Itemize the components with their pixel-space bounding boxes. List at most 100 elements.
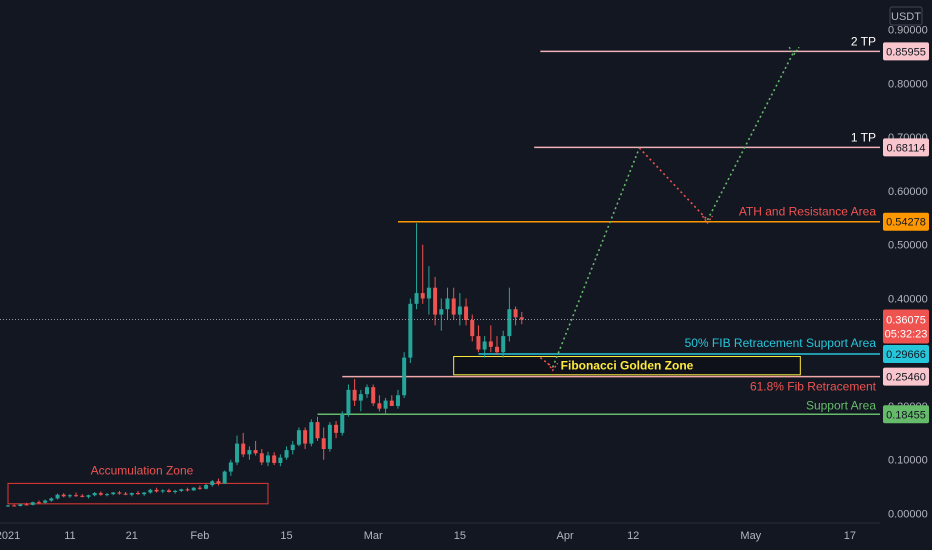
candle — [228, 459, 233, 476]
y-tick-label: 0.40000 — [888, 293, 928, 305]
candle — [135, 490, 140, 495]
level-annotation: 1 TP — [851, 130, 876, 144]
level-annotation: 2 TP — [851, 34, 876, 48]
y-tick-label: 0.90000 — [888, 25, 928, 37]
candle — [358, 389, 363, 412]
x-tick-label: Apr — [557, 530, 574, 542]
candle — [352, 379, 357, 406]
candle — [241, 432, 246, 458]
price-badge: 0.25460 — [883, 367, 929, 386]
candle — [309, 419, 314, 447]
candle — [290, 440, 295, 455]
svg-text:05:32:23: 05:32:23 — [885, 329, 928, 341]
candle — [383, 397, 388, 415]
candle — [204, 483, 209, 490]
projection-segment — [551, 147, 641, 368]
candle — [265, 451, 270, 467]
candle — [222, 470, 227, 484]
svg-text:0.85955: 0.85955 — [886, 46, 926, 58]
x-tick-label: May — [740, 530, 761, 542]
candle — [148, 488, 153, 494]
candle — [154, 487, 159, 493]
candle — [173, 489, 178, 494]
candle — [420, 244, 425, 304]
candle — [303, 427, 308, 449]
time-axis[interactable]: 2021 11 21 Feb 15 Mar 15 Apr 12 May 17 — [0, 522, 880, 542]
level-annotation: ATH and Resistance Area — [739, 205, 877, 219]
candle — [501, 330, 506, 358]
candle — [327, 422, 332, 452]
candle — [296, 427, 301, 447]
x-tick-label: 15 — [454, 530, 466, 542]
projection-arrowhead — [547, 362, 559, 372]
candle — [117, 490, 122, 495]
golden-zone-box — [453, 356, 801, 376]
candle — [495, 336, 500, 355]
projection-arrowhead — [701, 215, 714, 225]
candle — [389, 395, 394, 406]
candle — [519, 311, 524, 325]
price-badge: 0.85955 — [883, 42, 929, 61]
levels-layer — [317, 50, 880, 416]
candle — [179, 488, 184, 492]
x-tick-label: 2021 — [0, 530, 20, 542]
x-tick-label: 11 — [64, 530, 75, 542]
candle — [445, 287, 450, 320]
candle — [185, 487, 190, 492]
svg-text:0.36075: 0.36075 — [886, 315, 926, 327]
candle — [464, 298, 469, 326]
y-tick-label: 0.60000 — [888, 186, 928, 198]
candle — [488, 325, 493, 353]
candle — [321, 427, 326, 460]
candle — [67, 494, 72, 498]
candle — [278, 454, 283, 467]
candle — [470, 314, 475, 342]
candle — [24, 502, 29, 506]
price-badge: 0.54278 — [883, 212, 929, 231]
candle — [129, 492, 134, 497]
candle — [253, 440, 258, 456]
candle — [49, 497, 54, 502]
candle — [105, 493, 110, 497]
candle — [235, 435, 240, 466]
candle — [210, 480, 215, 487]
candle — [395, 389, 400, 409]
candles-layer — [6, 223, 524, 508]
candle — [371, 384, 376, 406]
projection-segment — [638, 147, 709, 221]
candle — [55, 493, 60, 500]
candle — [80, 494, 85, 498]
svg-text:0.68114: 0.68114 — [887, 142, 926, 154]
candle — [98, 491, 103, 496]
candle — [247, 446, 252, 460]
level-annotation: Support Area — [806, 398, 876, 412]
candle — [365, 384, 370, 398]
candle — [513, 306, 518, 326]
candle — [377, 395, 382, 412]
x-tick-label: Mar — [364, 530, 383, 542]
candle — [414, 223, 419, 310]
candle — [166, 488, 171, 493]
y-tick-label: 0.00000 — [888, 509, 928, 521]
candle — [284, 446, 289, 460]
current-price-badge: 0.36075 05:32:23 — [883, 309, 929, 344]
candle — [6, 504, 10, 508]
svg-text:0.29666: 0.29666 — [886, 349, 926, 361]
candle — [142, 491, 147, 496]
candle — [61, 493, 66, 498]
candle — [216, 478, 221, 486]
candle — [426, 266, 431, 315]
price-axis[interactable]: 0.900000.800000.700000.600000.500000.400… — [880, 0, 932, 523]
currency-badge[interactable]: USDT — [889, 6, 923, 26]
price-badge: 0.68114 — [883, 138, 929, 157]
candle — [482, 336, 487, 358]
candle — [43, 499, 48, 504]
x-tick-label: 17 — [844, 530, 856, 542]
x-tick-label: 21 — [126, 530, 138, 542]
accumulation-zone-box — [7, 482, 269, 505]
candle — [476, 325, 481, 353]
candle — [111, 491, 116, 496]
candle — [36, 500, 41, 504]
